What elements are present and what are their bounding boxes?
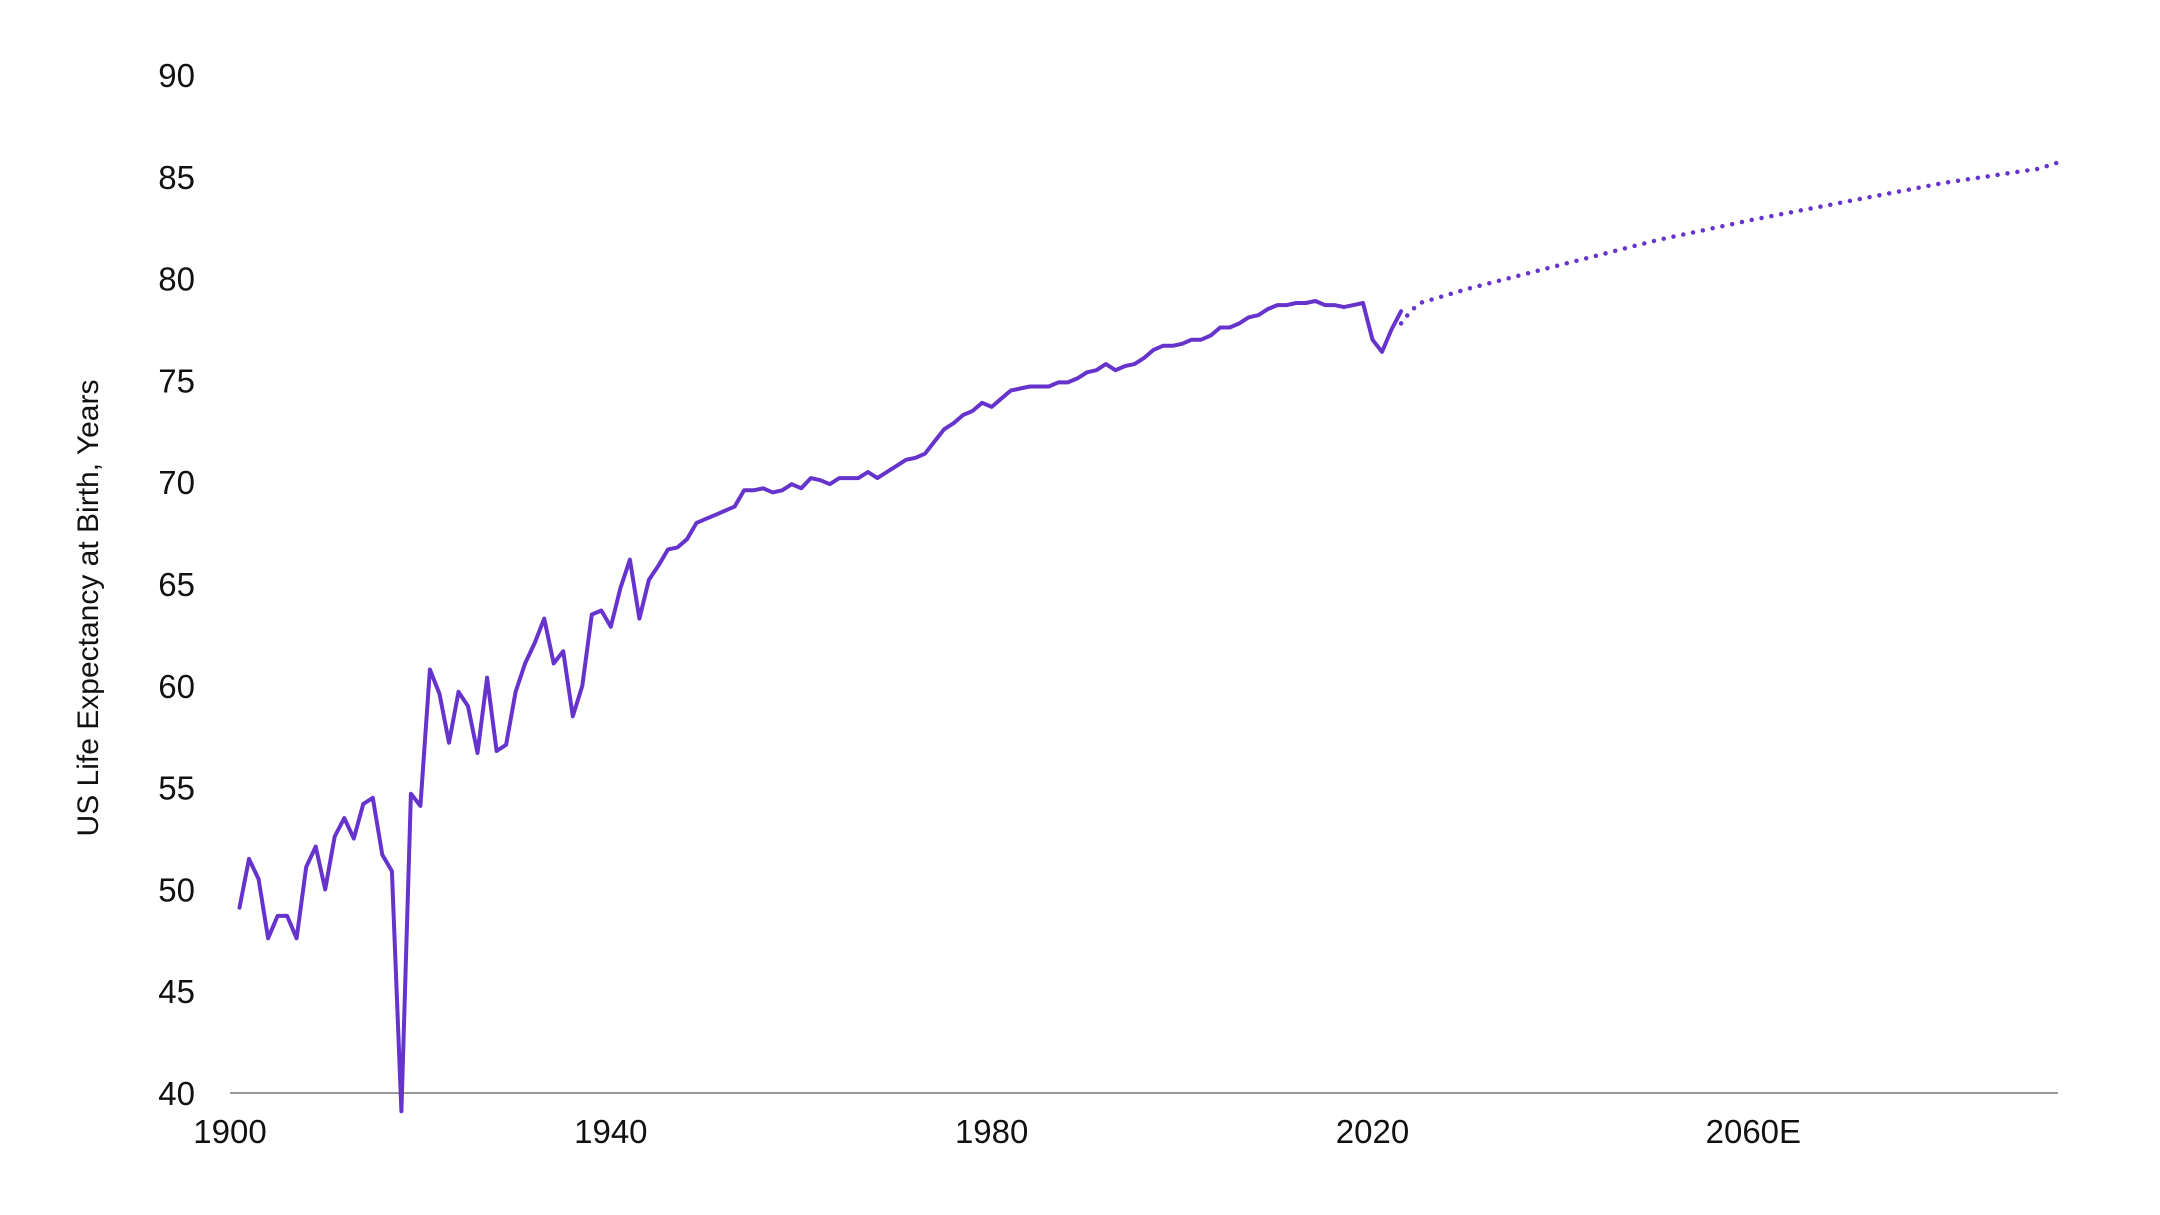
y-tick-label: 85: [158, 159, 195, 196]
y-tick-label: 50: [158, 871, 195, 908]
y-tick-label: 40: [158, 1075, 195, 1112]
historical-series-line: [237, 299, 1404, 1114]
y-tick-label: 60: [158, 668, 195, 705]
y-axis-ticks: 40 45 50 55 60 65 70 75 80 85 90: [158, 57, 195, 1112]
x-tick-label: 2020: [1336, 1113, 1409, 1150]
x-tick-label: 1900: [193, 1113, 266, 1150]
y-tick-label: 65: [158, 566, 195, 603]
y-tick-label: 45: [158, 973, 195, 1010]
x-tick-label: 2060E: [1706, 1113, 1801, 1150]
y-tick-label: 70: [158, 464, 195, 501]
y-tick-label: 80: [158, 261, 195, 298]
series-lines: [237, 160, 2061, 1114]
x-axis-ticks: 1900 1940 1980 2020 2060E: [193, 1113, 1801, 1150]
y-tick-label: 90: [158, 57, 195, 94]
y-tick-label: 55: [158, 770, 195, 807]
x-tick-label: 1940: [574, 1113, 647, 1150]
y-axis-title: US Life Expectancy at Birth, Years: [72, 380, 105, 837]
y-tick-label: 75: [158, 362, 195, 399]
x-tick-label: 1980: [955, 1113, 1028, 1150]
projected-series-line: [1398, 160, 2061, 326]
